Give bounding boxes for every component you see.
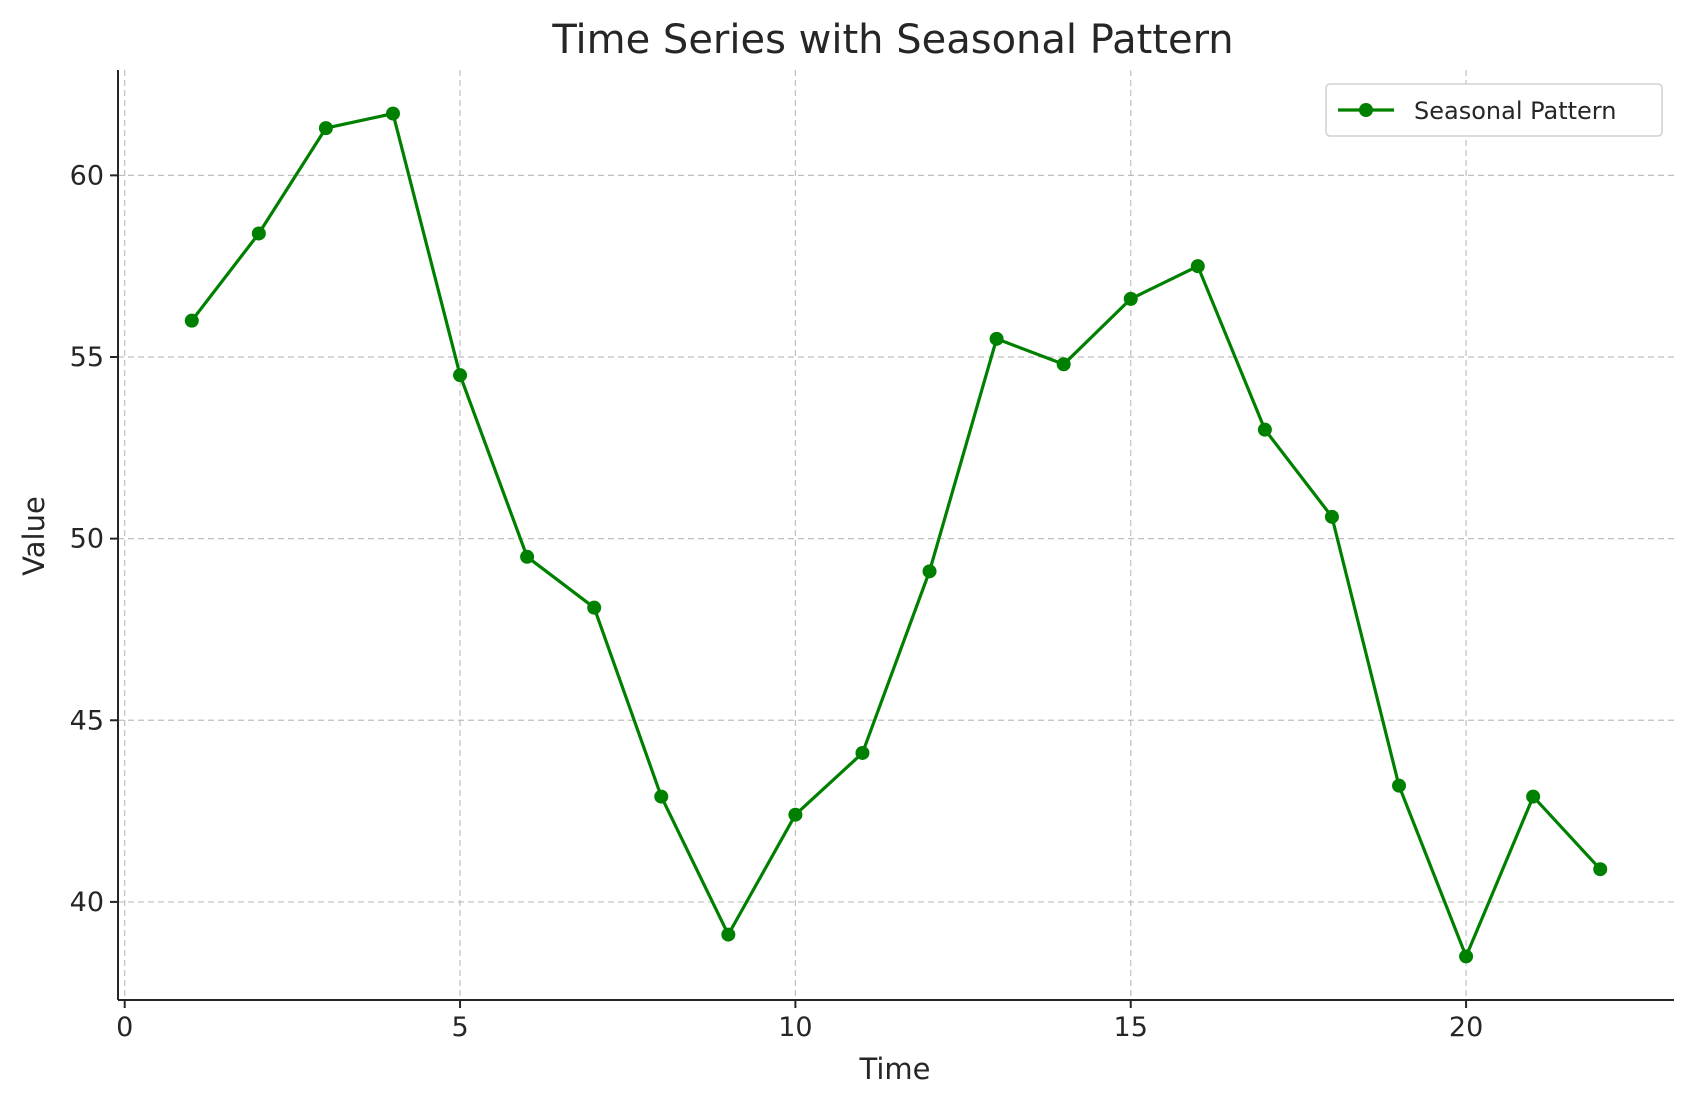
data-point (855, 745, 870, 760)
data-point (1123, 291, 1138, 306)
data-point (453, 368, 468, 383)
grid (118, 70, 1674, 1000)
series-layer (184, 106, 1608, 964)
data-point (1392, 778, 1407, 793)
x-tick-label: 5 (451, 1012, 468, 1043)
y-tick-label: 60 (70, 160, 104, 191)
data-point (721, 927, 736, 942)
data-point (184, 313, 199, 328)
data-point (587, 600, 602, 615)
data-point (520, 549, 535, 564)
data-point (1593, 862, 1608, 877)
data-point (788, 807, 803, 822)
axes (117, 70, 1674, 1001)
y-tick-label: 50 (70, 524, 104, 555)
x-tick-label: 10 (778, 1012, 812, 1043)
y-tick-label: 45 (70, 705, 104, 736)
chart-title: Time Series with Seasonal Pattern (551, 17, 1233, 63)
data-point (251, 226, 266, 241)
y-tick-label: 40 (70, 887, 104, 918)
data-point (1056, 357, 1071, 372)
data-point (989, 331, 1004, 346)
x-axis-label: Time (859, 1052, 931, 1086)
data-point (1324, 509, 1339, 524)
x-tick-label: 20 (1449, 1012, 1483, 1043)
data-point (1257, 422, 1272, 437)
data-point (1526, 789, 1541, 804)
series-line (190, 111, 1602, 959)
data-point (385, 106, 400, 121)
legend-label: Seasonal Pattern (1414, 97, 1616, 125)
legend: Seasonal Pattern (1325, 83, 1663, 137)
legend-box (1325, 83, 1663, 137)
x-tick-label: 0 (116, 1012, 133, 1043)
y-axis-label: Value (17, 496, 51, 576)
x-tick-label: 15 (1114, 1012, 1148, 1043)
data-point (1190, 259, 1205, 274)
y-tick-label: 55 (70, 342, 104, 373)
data-point (654, 789, 669, 804)
legend-marker (1359, 103, 1373, 117)
data-point (922, 564, 937, 579)
data-point (1459, 949, 1474, 964)
tick-layer: 0 5 10 15 20 40 45 50 55 60 (70, 160, 1484, 1043)
data-point (318, 121, 333, 136)
